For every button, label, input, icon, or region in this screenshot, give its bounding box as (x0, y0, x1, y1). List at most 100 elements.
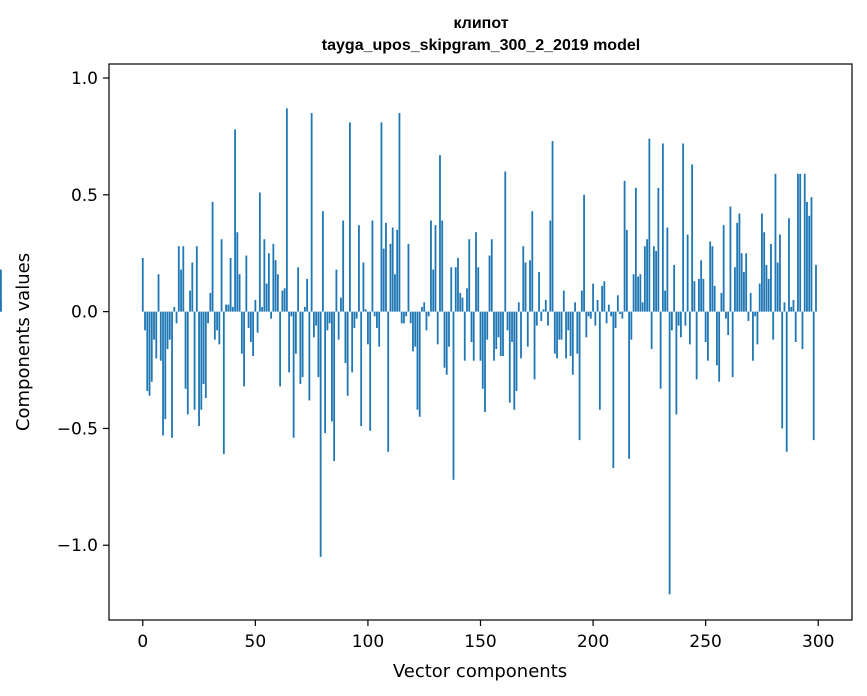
bar-108 (385, 222, 387, 312)
bar-66 (290, 311, 293, 317)
bar-227 (652, 246, 655, 312)
bar-145 (468, 239, 471, 312)
bar-97 (360, 311, 363, 427)
bar-102 (371, 220, 374, 312)
bar-47 (247, 311, 250, 328)
bar-126 (425, 311, 428, 331)
bar-169 (522, 246, 525, 312)
bar-261 (729, 206, 732, 312)
bar-264 (736, 222, 739, 312)
bar-253 (711, 246, 714, 312)
bar-279 (770, 243, 772, 312)
bar-262 (731, 311, 734, 378)
bar-187 (562, 290, 565, 312)
bar-143 (463, 311, 466, 361)
bar-220 (637, 276, 640, 312)
bar-55 (265, 283, 268, 312)
bar-239 (679, 311, 682, 338)
bar-99 (364, 309, 367, 312)
bar-280 (772, 311, 775, 340)
bar-276 (763, 232, 766, 312)
bar-104 (376, 311, 378, 328)
bar-112 (394, 274, 396, 312)
bar-164 (511, 311, 513, 342)
bar-257 (720, 292, 723, 312)
bar-268 (745, 253, 748, 312)
bar-53 (261, 306, 263, 312)
bar-207 (607, 304, 610, 312)
bar-103 (373, 311, 376, 317)
bar-228 (655, 250, 658, 312)
plot-frame (108, 63, 853, 621)
bar-154 (488, 255, 491, 312)
bar-111 (391, 227, 394, 312)
x-tick-label: 100 (352, 632, 384, 652)
bar-68 (294, 311, 297, 354)
bar-288 (790, 306, 793, 312)
bar-203 (598, 311, 601, 410)
bar-155 (490, 239, 493, 312)
bar-39 (229, 257, 232, 312)
y-axis-label: Components values (13, 253, 34, 431)
bar-162 (506, 311, 509, 331)
bar-148 (475, 232, 477, 312)
bar-185 (558, 311, 561, 340)
bar-247 (698, 278, 700, 312)
bar-265 (738, 213, 741, 312)
bar-242 (686, 234, 689, 312)
bar-252 (709, 241, 712, 312)
bar-113 (396, 229, 399, 312)
bar-37 (225, 304, 227, 312)
bar-73 (306, 278, 309, 312)
x-tick-label: 150 (464, 632, 496, 652)
bar-188 (565, 311, 567, 359)
bar-168 (520, 311, 522, 359)
bar-82 (326, 311, 329, 331)
bar-22 (191, 262, 194, 312)
bar-6 (155, 311, 158, 359)
bar-156 (493, 311, 495, 361)
x-tick-label: 0 (137, 632, 148, 652)
bar-36 (222, 311, 225, 455)
bar-173 (531, 211, 534, 312)
bar-29 (207, 311, 209, 324)
bar-243 (688, 311, 691, 345)
bar-49 (252, 311, 254, 357)
bar-123 (418, 311, 421, 417)
bar-127 (427, 311, 430, 317)
bar-57 (270, 311, 273, 319)
bar-63 (283, 288, 286, 312)
bar-24 (195, 246, 198, 312)
bar-79 (319, 311, 322, 557)
bar-286 (785, 311, 788, 452)
bar-147 (472, 311, 475, 361)
bar-46 (245, 255, 248, 312)
bar-81 (324, 311, 327, 434)
bar-139 (454, 267, 457, 312)
bar-17 (180, 269, 182, 312)
bar-256 (718, 311, 721, 382)
bar-284 (781, 311, 784, 429)
bar-19 (184, 311, 187, 389)
x-axis-ticks: 0 50 100 150 200 250 300 (137, 620, 834, 652)
bar-95 (355, 311, 358, 319)
bar-28 (204, 311, 207, 399)
bar-182 (551, 141, 554, 312)
bar-64 (285, 108, 288, 312)
bar-270 (749, 292, 752, 312)
bar-191 (571, 311, 574, 375)
bar-194 (578, 311, 581, 441)
bar-18 (182, 246, 185, 312)
bar-238 (677, 311, 680, 326)
x-tick-label: 250 (689, 632, 721, 652)
bar-229 (657, 187, 660, 312)
bar-38 (227, 304, 230, 312)
x-tick-label: 200 (577, 632, 609, 652)
bar-293 (801, 311, 804, 350)
bar-163 (508, 311, 511, 403)
bar-50 (254, 299, 257, 312)
bar-214 (623, 180, 626, 312)
bar-122 (416, 311, 419, 410)
bar-197 (585, 311, 588, 338)
bar-84 (331, 311, 333, 422)
